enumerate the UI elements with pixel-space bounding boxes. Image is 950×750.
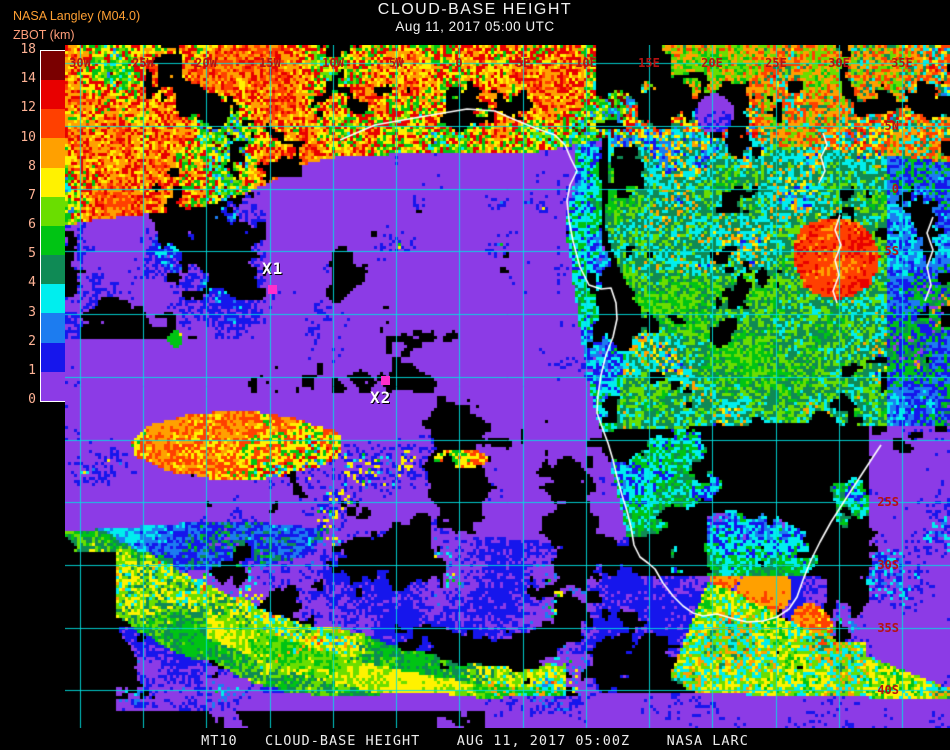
- colorbar-segment: [41, 371, 65, 401]
- colorbar-tick: 14: [20, 71, 36, 87]
- colorbar-tick: 0: [28, 392, 36, 407]
- lon-label: 5W: [388, 56, 404, 70]
- colorbar-tick: 1: [28, 362, 36, 378]
- page-subtitle: Aug 11, 2017 05:00 UTC: [395, 19, 555, 34]
- colorbar-segment: [41, 284, 65, 314]
- colorbar-tick: 2: [28, 333, 36, 349]
- lat-label: 30S: [877, 558, 899, 572]
- lat-label: 40S: [877, 683, 899, 697]
- colorbar-tick: 6: [28, 217, 36, 232]
- colorbar-tick: 18: [20, 42, 36, 57]
- colorbar-segment: [41, 138, 65, 168]
- lon-label: 20E: [701, 56, 723, 70]
- colorbar-segment: [41, 167, 65, 197]
- colorbar-tick: 8: [28, 158, 36, 174]
- colorbar-tick: 7: [28, 187, 36, 203]
- colorbar-segment: [41, 109, 65, 139]
- colorbar-segment: [41, 225, 65, 256]
- colorbar-tick: 3: [28, 304, 36, 320]
- colorbar-tick: 12: [20, 100, 36, 116]
- colorbar-ticks: 18 14 12 10 8 7 6 5 4 3 2 1 0: [0, 0, 38, 420]
- colorbar: [40, 50, 66, 402]
- footer-bar: MT10 CLOUD-BASE HEIGHT AUG 11, 2017 05:0…: [0, 728, 950, 750]
- colorbar-tick: 4: [28, 275, 36, 291]
- lat-label: 35S: [877, 621, 899, 635]
- colorbar-segment: [41, 255, 65, 285]
- x1-marker-label: X1: [262, 259, 284, 278]
- lon-label: 15E: [638, 56, 660, 70]
- lon-label: 0: [455, 56, 463, 70]
- colorbar-tick: 5: [28, 246, 36, 262]
- colorbar-tick: 10: [20, 129, 36, 145]
- colorbar-segment: [41, 342, 65, 372]
- colorbar-segment: [41, 80, 65, 110]
- lon-label: 30W: [69, 56, 91, 70]
- x2-marker-dot: [381, 376, 390, 385]
- colorbar-unit-label: ZBOT (km): [13, 28, 75, 42]
- lat-label: 25S: [877, 495, 899, 509]
- lon-label: 20W: [195, 56, 217, 70]
- lon-label: 25E: [765, 56, 787, 70]
- lon-label: 25W: [132, 56, 154, 70]
- lon-label: 10W: [322, 56, 344, 70]
- lon-label: 30E: [828, 56, 850, 70]
- lon-label: 35E: [891, 56, 913, 70]
- page-title: CLOUD-BASE HEIGHT: [377, 1, 573, 18]
- footer-text: MT10 CLOUD-BASE HEIGHT AUG 11, 2017 05:0…: [201, 733, 749, 749]
- lon-label: 15W: [259, 56, 281, 70]
- lat-label: 0: [891, 182, 899, 196]
- colorbar-segment: [41, 51, 65, 81]
- map-area: 30W 25W 20W 15W 10W 5W 0 5E 10E 15E 20E 25E 30E 35E 5N…: [65, 45, 950, 728]
- x2-marker-label: X2: [370, 388, 392, 407]
- lat-label: 5N: [884, 119, 899, 133]
- agency-label: NASA Langley (M04.0): [13, 9, 141, 23]
- x1-marker-dot: [268, 285, 277, 294]
- colorbar-segment: [41, 313, 65, 343]
- lat-label: 5S: [884, 244, 899, 258]
- colorbar-segment: [41, 196, 65, 226]
- lon-label: 10E: [575, 56, 597, 70]
- cloud-field-canvas: [65, 45, 950, 728]
- lon-label: 5E: [515, 56, 531, 70]
